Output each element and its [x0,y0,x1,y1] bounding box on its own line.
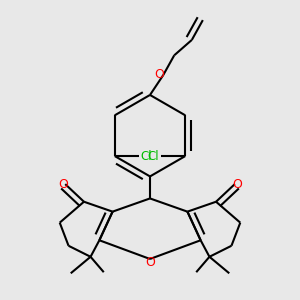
Text: Cl: Cl [148,150,159,163]
Text: O: O [154,68,164,80]
Text: O: O [58,178,68,190]
Text: O: O [145,256,155,269]
Text: O: O [232,178,242,190]
Text: Cl: Cl [141,150,152,163]
